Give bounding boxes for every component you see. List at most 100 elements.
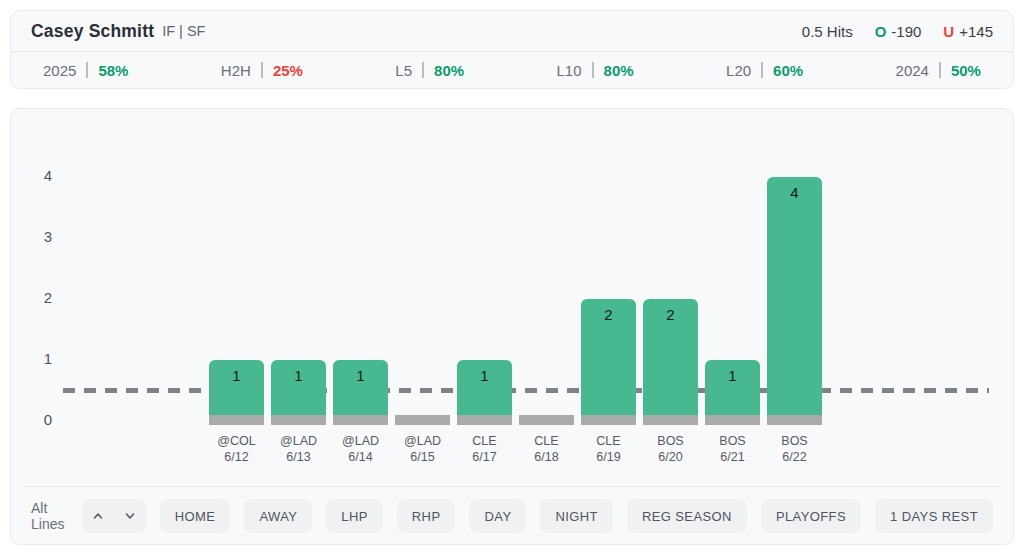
bar-base-stub: [333, 415, 388, 425]
bar-columns: 1@COL6/121@LAD6/131@LAD6/14@LAD6/151CLE6…: [209, 177, 822, 425]
bar-value-label: 2: [604, 306, 612, 415]
stat-divider: [86, 62, 88, 78]
y-axis-tick-label: 3: [37, 228, 59, 246]
filter-bar: Alt Lines HOME AWAY LHP RHP DAY NIGHT REG SEAS…: [11, 488, 1013, 544]
stat-divider: [939, 62, 941, 78]
stat-label: L5: [395, 62, 412, 79]
player-title-row: Casey Schmitt IF | SF 0.5 Hits O -190 U …: [11, 11, 1013, 51]
bar-base-stub: [767, 415, 822, 425]
stat-value: 80%: [604, 62, 634, 79]
hit-bar: 1: [271, 360, 326, 415]
hit-bar: 1: [457, 360, 512, 415]
stat-item: L20 60%: [726, 62, 803, 79]
stat-label: H2H: [221, 62, 251, 79]
stat-value: 50%: [951, 62, 981, 79]
alt-line-down-button[interactable]: [114, 499, 145, 533]
y-axis-tick-label: 4: [37, 167, 59, 185]
alt-lines-stepper: [82, 499, 145, 533]
stat-item: L10 80%: [557, 62, 634, 79]
hit-bar: 4: [767, 177, 822, 415]
hit-rate-stats-row: 202558% H2H 25% L5 80% L10 80% L20 60% 2024 50%: [11, 52, 1013, 88]
bar-base-stub: [395, 415, 450, 425]
bar-base-stub: [519, 415, 574, 425]
bar-column[interactable]: 1@COL6/12: [209, 360, 264, 425]
hit-bar: 1: [333, 360, 388, 415]
y-axis-tick-label: 2: [37, 289, 59, 307]
bar-base-stub: [705, 415, 760, 425]
stat-value: 58%: [98, 62, 128, 79]
bar-value-label: 1: [232, 367, 240, 415]
filter-button-1-days-rest[interactable]: 1 DAYS REST: [875, 499, 993, 533]
over-odds-value: -190: [891, 23, 921, 40]
stat-value: 25%: [273, 62, 303, 79]
bar-column[interactable]: 1CLE6/17: [457, 360, 512, 425]
under-odds-value: +145: [959, 23, 993, 40]
stat-divider: [592, 62, 594, 78]
filter-button-night[interactable]: NIGHT: [540, 499, 612, 533]
filter-button-away[interactable]: AWAY: [244, 499, 312, 533]
prop-line-label: 0.5 Hits: [802, 23, 853, 40]
bar-value-label: 1: [356, 367, 364, 415]
over-odds[interactable]: O -190: [875, 23, 922, 40]
filter-button-playoffs[interactable]: PLAYOFFS: [761, 499, 861, 533]
stat-label: L20: [726, 62, 751, 79]
hit-bar: 2: [643, 299, 698, 415]
stat-item: 2024 50%: [896, 62, 981, 79]
chevron-up-icon: [91, 509, 105, 523]
stat-value: 80%: [434, 62, 464, 79]
bar-column[interactable]: 2BOS6/20: [643, 299, 698, 425]
stat-label: L10: [557, 62, 582, 79]
filter-button-reg-season[interactable]: REG SEASON: [627, 499, 747, 533]
stat-divider: [761, 62, 763, 78]
stat-item: H2H 25%: [221, 62, 303, 79]
stat-divider: [261, 62, 263, 78]
stat-value: 60%: [773, 62, 803, 79]
bar-column[interactable]: 1@LAD6/13: [271, 360, 326, 425]
over-indicator: O: [875, 23, 887, 40]
bar-base-stub: [581, 415, 636, 425]
player-header-card: Casey Schmitt IF | SF 0.5 Hits O -190 U …: [10, 10, 1014, 89]
stat-item: 202558%: [43, 62, 128, 79]
y-axis-tick-label: 1: [37, 350, 59, 368]
under-odds[interactable]: U +145: [943, 23, 993, 40]
alt-lines-label: Alt Lines: [31, 500, 68, 532]
bar-value-label: 1: [294, 367, 302, 415]
filter-buttons: HOME AWAY LHP RHP DAY NIGHT REG SEASON PLAYOFFS…: [160, 499, 993, 533]
x-axis-label: BOS6/22: [753, 433, 836, 466]
bar-value-label: 4: [790, 184, 798, 415]
hit-bar: 1: [209, 360, 264, 415]
bar-column[interactable]: 1@LAD6/14: [333, 360, 388, 425]
player-name: Casey Schmitt: [31, 21, 154, 42]
under-indicator: U: [943, 23, 954, 40]
bar-value-label: 1: [728, 367, 736, 415]
footer-divider: [23, 486, 1001, 487]
bar-value-label: 1: [480, 367, 488, 415]
stat-item: L5 80%: [395, 62, 464, 79]
bar-base-stub: [457, 415, 512, 425]
bar-column[interactable]: 4BOS6/22: [767, 177, 822, 425]
chevron-down-icon: [123, 509, 137, 523]
bar-base-stub: [209, 415, 264, 425]
hits-bar-chart: 1@COL6/121@LAD6/131@LAD6/14@LAD6/151CLE6…: [11, 109, 1013, 488]
hit-bar: 1: [705, 360, 760, 415]
bar-base-stub: [271, 415, 326, 425]
filter-button-rhp[interactable]: RHP: [397, 499, 456, 533]
bar-column[interactable]: @LAD6/15: [395, 415, 450, 425]
bar-column[interactable]: 2CLE6/19: [581, 299, 636, 425]
opponent-label: BOS: [753, 433, 836, 449]
bar-value-label: 2: [666, 306, 674, 415]
stat-label: 2024: [896, 62, 929, 79]
filter-button-lhp[interactable]: LHP: [326, 499, 383, 533]
bar-column[interactable]: 1BOS6/21: [705, 360, 760, 425]
filter-button-home[interactable]: HOME: [160, 499, 231, 533]
filter-button-day[interactable]: DAY: [469, 499, 526, 533]
y-axis-tick-label: 0: [37, 411, 59, 429]
stat-divider: [422, 62, 424, 78]
bar-column[interactable]: CLE6/18: [519, 415, 574, 425]
player-position: IF | SF: [162, 23, 205, 39]
game-date-label: 6/22: [753, 449, 836, 465]
bar-base-stub: [643, 415, 698, 425]
alt-line-up-button[interactable]: [82, 499, 113, 533]
chart-card: 1@COL6/121@LAD6/131@LAD6/14@LAD6/151CLE6…: [10, 108, 1014, 545]
hit-bar: 2: [581, 299, 636, 415]
